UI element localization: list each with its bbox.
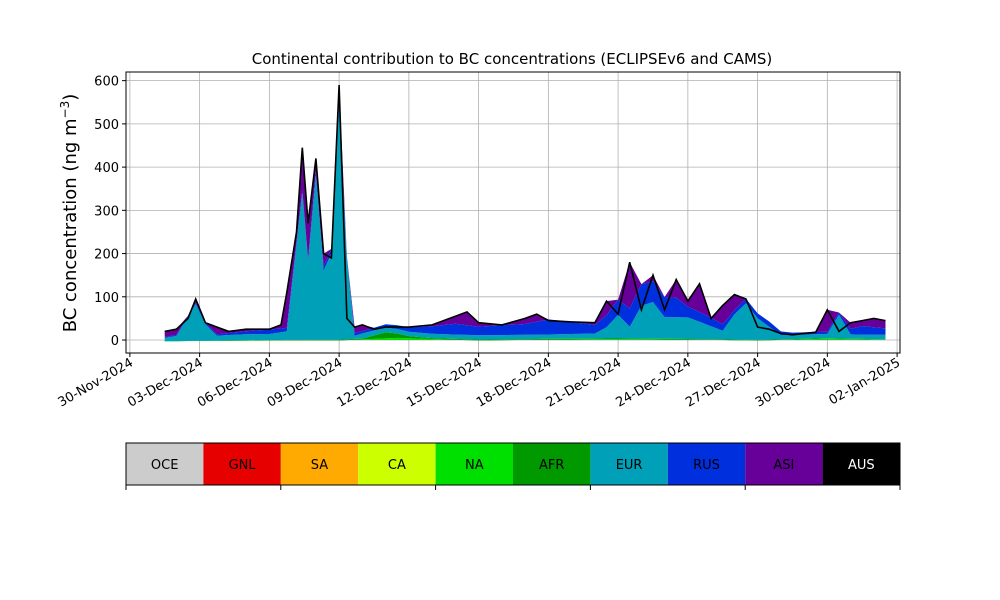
x-tick-label: 09-Dec-2024 [265, 355, 345, 410]
legend-label-oce: OCE [151, 458, 179, 473]
legend-label-na: NA [465, 458, 484, 473]
legend-label-asi: ASI [773, 458, 794, 473]
stacked-areas [164, 85, 886, 342]
y-tick-label: 0 [111, 334, 119, 349]
area-rus [164, 101, 886, 338]
area-afr [164, 332, 886, 342]
legend-label-rus: RUS [693, 458, 720, 473]
y-tick-label: 300 [94, 204, 119, 219]
legend-swatch-eur [590, 443, 668, 485]
x-tick-label: 15-Dec-2024 [404, 355, 484, 410]
legend-swatch-oce [126, 443, 204, 485]
legend-swatch-gnl [203, 443, 281, 485]
y-tick-label: 200 [94, 248, 119, 263]
legend-swatch-rus [667, 443, 746, 485]
legend-swatch-aus [822, 443, 900, 485]
legend-frame [125, 442, 901, 486]
plot-frame [125, 71, 901, 354]
legend-swatch-na [435, 443, 513, 485]
x-tick-label: 30-Nov-2024 [56, 355, 136, 410]
legend-label-gnl: GNL [229, 458, 257, 473]
y-axis: 0 100 200 300 400 500 600 [94, 75, 126, 349]
legend-label-eur: EUR [616, 458, 643, 473]
y-tick-label: 400 [94, 161, 119, 176]
x-tick-label: 12-Dec-2024 [334, 355, 414, 410]
total-concentration-line [164, 84, 886, 336]
legend-label-ca: CA [388, 458, 406, 473]
y-tick-label: 500 [94, 118, 119, 133]
area-asi [164, 85, 886, 337]
x-tick-label: 03-Dec-2024 [125, 355, 205, 410]
y-tick-label: 600 [94, 75, 119, 90]
legend-label-sa: SA [311, 458, 328, 473]
legend-swatch-afr [513, 443, 591, 485]
area-eur [164, 106, 886, 342]
chart-title: Continental contribution to BC concentra… [252, 50, 773, 68]
y-axis-label-text: BC concentration (ng m [60, 118, 81, 332]
legend-swatch-asi [745, 443, 823, 485]
legend-swatch-ca [358, 443, 436, 485]
grid [126, 72, 900, 353]
x-tick-label: 06-Dec-2024 [195, 355, 275, 410]
legend-colorbar: OCE GNL SA CA NA AFR EUR RUS ASI AUS [125, 442, 901, 490]
x-tick-label: 21-Dec-2024 [544, 355, 624, 410]
x-tick-label: 18-Dec-2024 [474, 355, 554, 410]
y-tick-label: 100 [94, 291, 119, 306]
y-axis-label-close: ) [60, 94, 81, 101]
x-tick-label: 27-Dec-2024 [683, 355, 763, 410]
total-line [164, 84, 886, 336]
y-axis-label: BC concentration (ng m−3) [58, 94, 81, 333]
legend-swatch-sa [280, 443, 359, 485]
y-axis-label-superscript: −3 [58, 101, 72, 119]
x-tick-label: 30-Dec-2024 [753, 355, 833, 410]
legend-label-aus: AUS [848, 458, 875, 473]
x-axis: 30-Nov-202403-Dec-202406-Dec-202409-Dec-… [56, 353, 903, 411]
x-tick-label: 24-Dec-2024 [613, 355, 693, 410]
x-tick-label: 02-Jan-2025 [827, 355, 904, 408]
legend-label-afr: AFR [539, 458, 564, 473]
